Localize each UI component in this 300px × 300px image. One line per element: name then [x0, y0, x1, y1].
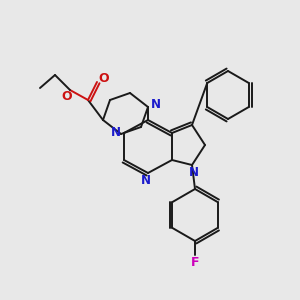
Text: F: F	[191, 256, 199, 268]
Text: O: O	[99, 73, 109, 85]
Text: N: N	[151, 98, 161, 110]
Text: N: N	[141, 175, 151, 188]
Text: O: O	[62, 91, 72, 103]
Text: N: N	[189, 167, 199, 179]
Text: N: N	[111, 125, 121, 139]
